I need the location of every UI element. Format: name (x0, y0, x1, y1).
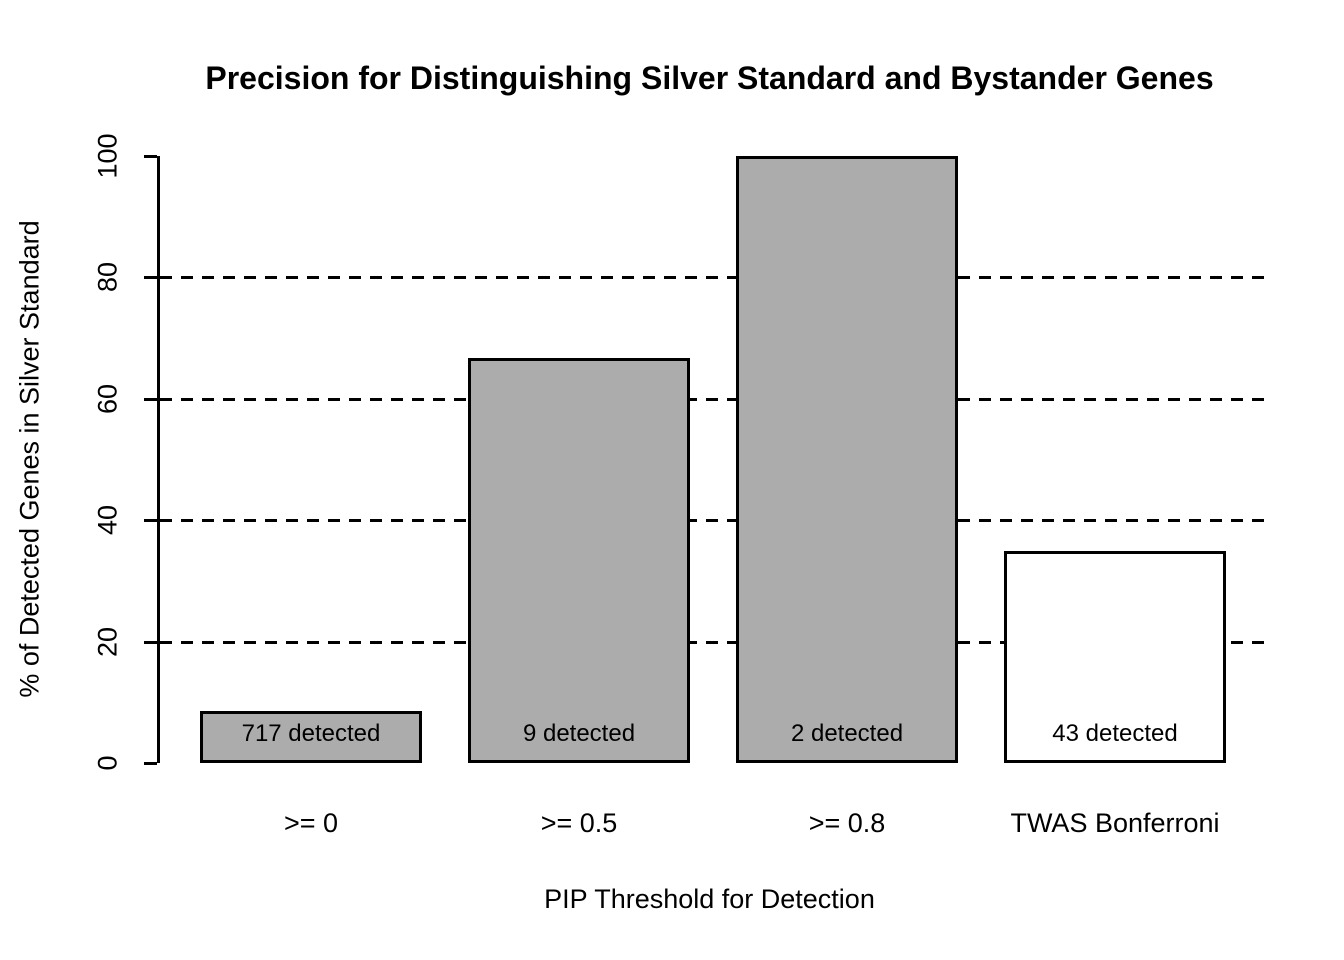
y-axis-title: % of Detected Genes in Silver Standard (14, 220, 45, 698)
bar-3: 2 detected (736, 156, 958, 763)
bar-count-label: 9 detected (522, 720, 636, 747)
x-category-label: >= 0.8 (808, 808, 886, 838)
y-tick-label: 80 (92, 262, 123, 293)
y-tick-20 (144, 640, 157, 644)
y-tick-label: 0 (92, 755, 123, 771)
y-tick-label: 100 (92, 133, 123, 179)
x-category-label: >= 0.5 (540, 808, 618, 838)
gridline-60 (160, 397, 1265, 401)
y-tick-40 (144, 519, 157, 523)
y-tick-80 (144, 276, 157, 280)
y-tick-label: 60 (92, 383, 123, 414)
y-tick-100 (144, 155, 157, 158)
bar-2: 9 detected (468, 358, 690, 763)
gridline-40 (160, 519, 1265, 523)
y-tick-0 (144, 762, 157, 765)
bar-4: 43 detected (1004, 551, 1226, 763)
y-tick-label: 40 (92, 505, 123, 536)
y-tick-60 (144, 397, 157, 401)
x-category-label: TWAS Bonferroni (1010, 808, 1220, 838)
plot-area: 0 20 40 60 80 100 717 detected >= 0 9 detected >=… (93, 133, 1265, 838)
bar-count-label: 2 detected (790, 720, 904, 747)
gridline-80 (160, 276, 1265, 280)
bar-1: 717 detected (200, 711, 422, 763)
x-axis-title: PIP Threshold for Detection (544, 884, 875, 914)
bar-count-label: 43 detected (1052, 720, 1178, 747)
chart-title: Precision for Distinguishing Silver Stan… (205, 60, 1214, 96)
x-category-label: >= 0 (283, 808, 339, 838)
y-tick-label: 20 (92, 626, 123, 657)
bar-count-label: 717 detected (241, 720, 381, 747)
gridline-20 (160, 640, 1265, 644)
